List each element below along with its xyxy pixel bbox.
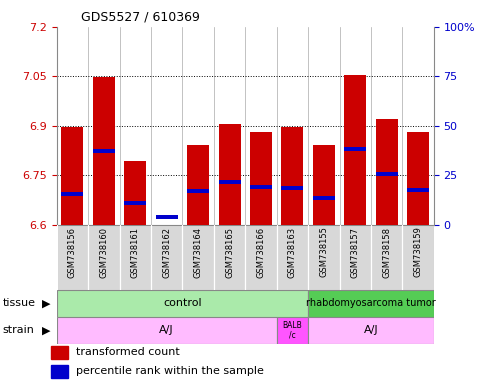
Bar: [376, 119, 398, 225]
Text: A/J: A/J: [159, 325, 174, 335]
Bar: [214, 225, 246, 290]
Bar: [57, 225, 88, 290]
Text: GDS5527 / 610369: GDS5527 / 610369: [81, 10, 200, 23]
Bar: [62, 192, 83, 196]
Text: GSM738158: GSM738158: [382, 227, 391, 278]
Text: GSM738163: GSM738163: [288, 227, 297, 278]
Text: rhabdomyosarcoma tumor: rhabdomyosarcoma tumor: [306, 298, 436, 308]
Bar: [218, 180, 241, 184]
Bar: [57, 317, 277, 344]
Bar: [308, 317, 434, 344]
Text: ▶: ▶: [42, 298, 50, 308]
Bar: [119, 225, 151, 290]
Text: strain: strain: [2, 325, 35, 335]
Bar: [344, 147, 366, 151]
Text: GSM738157: GSM738157: [351, 227, 360, 278]
Bar: [124, 201, 146, 205]
Bar: [182, 225, 214, 290]
Text: GSM738164: GSM738164: [194, 227, 203, 278]
Text: GSM738165: GSM738165: [225, 227, 234, 278]
Text: GSM738160: GSM738160: [99, 227, 108, 278]
Bar: [151, 225, 182, 290]
Bar: [93, 77, 115, 225]
Bar: [187, 189, 209, 193]
Bar: [156, 215, 177, 219]
Bar: [282, 127, 303, 225]
Bar: [277, 225, 308, 290]
Text: GSM738161: GSM738161: [131, 227, 140, 278]
Bar: [340, 225, 371, 290]
Text: GSM738155: GSM738155: [319, 227, 328, 278]
Text: A/J: A/J: [364, 325, 378, 335]
Bar: [245, 225, 277, 290]
Bar: [407, 132, 429, 225]
Bar: [62, 127, 83, 225]
Bar: [93, 149, 115, 153]
Bar: [277, 317, 308, 344]
Bar: [218, 124, 241, 225]
Bar: [88, 225, 119, 290]
Bar: [57, 290, 308, 317]
Bar: [124, 161, 146, 225]
Text: transformed count: transformed count: [76, 347, 180, 357]
Bar: [308, 290, 434, 317]
Text: control: control: [163, 298, 202, 308]
Text: GSM738159: GSM738159: [414, 227, 423, 278]
Bar: [344, 75, 366, 225]
Text: GSM738166: GSM738166: [256, 227, 266, 278]
Bar: [376, 172, 398, 175]
Bar: [371, 225, 402, 290]
Bar: [51, 346, 68, 359]
Text: BALB
/c: BALB /c: [282, 321, 302, 340]
Text: tissue: tissue: [2, 298, 35, 308]
Bar: [308, 225, 340, 290]
Bar: [250, 132, 272, 225]
Text: GSM738162: GSM738162: [162, 227, 171, 278]
Text: GSM738156: GSM738156: [68, 227, 77, 278]
Text: percentile rank within the sample: percentile rank within the sample: [76, 366, 264, 376]
Bar: [407, 188, 429, 192]
Text: ▶: ▶: [42, 325, 50, 335]
Bar: [51, 365, 68, 378]
Bar: [313, 195, 335, 200]
Bar: [250, 185, 272, 189]
Bar: [187, 144, 209, 225]
Bar: [282, 186, 303, 190]
Bar: [313, 144, 335, 225]
Bar: [402, 225, 434, 290]
